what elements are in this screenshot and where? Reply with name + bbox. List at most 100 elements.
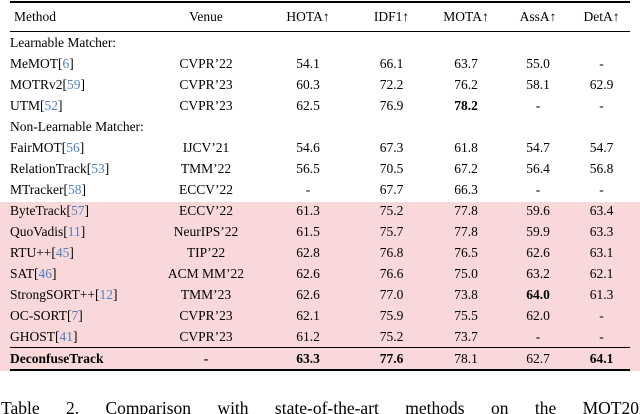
metric-cell: 73.8 [454,286,478,302]
metric-cell: - [599,55,604,71]
venue-cell: CVPR’23 [179,76,233,92]
table-body: Learnable Matcher: MeMOT[6] CVPR’22 54.1 66.… [10,32,630,370]
citation-link[interactable]: 46 [38,265,53,281]
metric-cell: - [535,97,541,113]
venue-cell: CVPR’23 [179,328,233,344]
metric-cell: 61.8 [454,139,478,155]
results-table: Method Venue HOTA↑ IDF1↑ MOTA↑ AssA↑ Det… [10,1,630,371]
venue-cell: TMM’22 [180,160,232,176]
venue-cell: TMM’23 [180,286,232,302]
metric-cell: 58.1 [526,76,550,92]
method-cell: FairMOT[56] [10,139,85,155]
metric-cell: 62.9 [589,76,614,92]
metric-cell: 77.6 [354,347,429,370]
metric-cell: - [599,181,604,197]
header-row: Method Venue HOTA↑ IDF1↑ MOTA↑ AssA↑ Det… [10,2,630,32]
col-header-mota: MOTA↑ [429,2,503,32]
metric-cell: 62.7 [503,347,573,370]
citation-link[interactable]: 7 [71,307,79,323]
method-cell: MOTRv2[59] [10,76,86,92]
venue-cell: CVPR’22 [179,55,233,71]
metric-cell: 64.1 [573,347,630,370]
col-header-method: Method [10,2,150,32]
metric-cell: 56.4 [526,160,550,176]
metric-cell: 62.6 [296,265,320,281]
method-name: GHOST [10,328,56,344]
citation-link[interactable]: 59 [67,76,81,92]
metric-cell: 62.6 [296,286,320,302]
citation-link[interactable]: 45 [55,244,70,260]
metric-cell: 63.1 [589,244,614,260]
metric-cell: 63.7 [454,55,478,71]
metric-cell: 67.2 [454,160,478,176]
table-row: OC-SORT[7] CVPR’23 62.1 75.9 75.5 62.0 - [10,305,630,326]
metric-cell: 66.1 [379,55,404,71]
group-header-row: Non-Learnable Matcher: [10,116,630,137]
venue-cell: ECCV’22 [179,181,233,197]
method-name: StrongSORT++ [10,286,95,302]
metric-cell: 62.6 [526,244,550,260]
citation-link[interactable]: 41 [59,328,74,344]
metric-cell: 55.0 [526,55,550,71]
method-cell: GHOST[41] [10,328,78,344]
metric-cell: 67.7 [379,181,404,197]
citation-link[interactable]: 56 [66,139,80,155]
table-caption: Table 2. Comparison with state-of-the-ar… [1,398,639,414]
metric-cell: 62.1 [589,265,614,281]
citation-link[interactable]: 57 [71,202,85,218]
method-cell: UTM[52] [10,97,63,113]
metric-cell: 75.7 [379,223,404,239]
metric-cell: 62.0 [526,307,550,323]
venue-cell: TIP’22 [186,244,226,260]
citation-link[interactable]: 58 [68,181,82,197]
metric-cell: 75.2 [379,328,404,344]
metric-cell: 78.1 [429,347,503,370]
table-row: ByteTrack[57] ECCV’22 61.3 75.2 77.8 59.6 63.4 [10,200,630,221]
method-cell: MTracker[58] [10,181,86,197]
venue-cell: IJCV’21 [182,139,230,155]
pink-highlight-band [0,202,640,371]
metric-cell: 76.9 [379,97,404,113]
metric-cell: 75.5 [454,307,478,323]
table-row: UTM[52] CVPR’23 62.5 76.9 78.2 - - [10,95,630,116]
metric-cell: 62.8 [296,244,320,260]
citation-link[interactable]: 53 [91,160,105,176]
table-row: GHOST[41] CVPR’23 61.2 75.2 73.7 - - [10,326,630,348]
table-row: MTracker[58] ECCV’22 - 67.7 66.3 - - [10,179,630,200]
metric-cell: 64.0 [526,286,550,302]
method-name: MTracker [10,181,64,197]
metric-cell: 54.6 [296,139,320,155]
metric-cell: 78.2 [454,97,478,113]
method-cell: DeconfuseTrack [10,347,150,370]
venue-cell: NeurIPS’22 [173,223,239,239]
metric-cell: 77.8 [454,223,478,239]
method-name: DeconfuseTrack [10,350,104,366]
method-cell: RelationTrack[53] [10,160,110,176]
metric-cell: 59.6 [526,202,550,218]
table-row: StrongSORT++[12] TMM’23 62.6 77.0 73.8 64.0 61… [10,284,630,305]
metric-cell: 75.0 [454,265,478,281]
citation-link[interactable]: 11 [67,223,81,239]
citation-link[interactable]: 12 [99,286,113,302]
venue-cell: ECCV’22 [179,202,233,218]
metric-cell: 67.3 [379,139,404,155]
col-header-idf1: IDF1↑ [354,2,429,32]
method-name: MOTRv2 [10,76,63,92]
method-name: ByteTrack [10,202,67,218]
metric-cell: - [599,97,604,113]
metric-cell: 63.3 [262,347,354,370]
venue-cell: CVPR’23 [179,307,233,323]
method-cell: ByteTrack[57] [10,202,89,218]
metric-cell: - [599,307,604,323]
metric-cell: 54.7 [589,139,614,155]
citation-link[interactable]: 6 [62,55,70,71]
method-name: RelationTrack [10,160,87,176]
method-cell: QuoVadis[11] [10,223,86,239]
metric-cell: 60.3 [296,76,320,92]
metric-cell: - [599,328,604,344]
table-row: SAT[46] ACM MM’22 62.6 76.6 75.0 63.2 62.1 [10,263,630,284]
metric-cell: 61.3 [296,202,320,218]
group-header-label: Non-Learnable Matcher: [10,118,144,134]
citation-link[interactable]: 52 [44,97,59,113]
venue-cell: - [150,347,262,370]
